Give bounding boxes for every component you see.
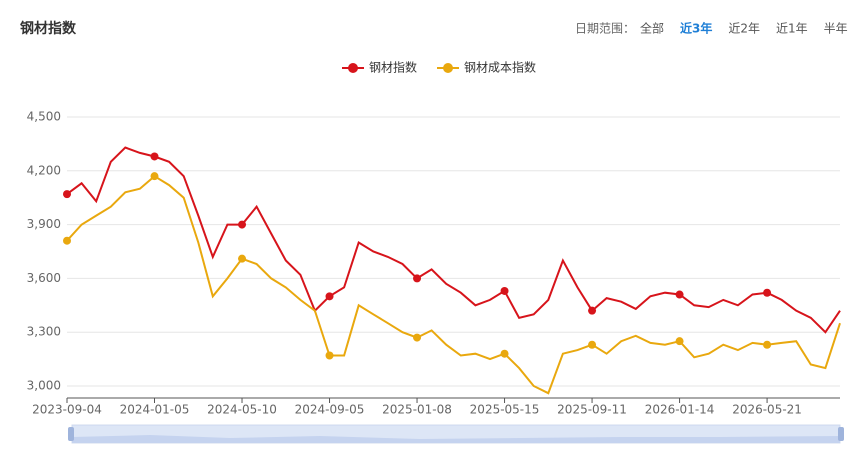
data-point[interactable]	[763, 288, 772, 297]
x-tick-label: 2025-05-15	[470, 403, 540, 417]
x-tick-label: 2023-09-04	[32, 403, 102, 417]
y-tick-label: 3,900	[27, 217, 61, 231]
data-point[interactable]	[588, 306, 597, 315]
data-point[interactable]	[63, 236, 71, 245]
data-point[interactable]	[150, 152, 159, 161]
y-tick-label: 3,000	[27, 378, 61, 392]
data-point[interactable]	[238, 254, 247, 263]
x-tick-label: 2024-01-05	[120, 403, 190, 417]
y-tick-label: 3,300	[27, 325, 61, 339]
data-zoom[interactable]	[68, 424, 844, 444]
data-point[interactable]	[763, 340, 772, 349]
range-option[interactable]: 全部	[640, 21, 664, 36]
data-point[interactable]	[413, 274, 422, 283]
data-point[interactable]	[150, 172, 159, 181]
data-point[interactable]	[588, 340, 597, 349]
data-point[interactable]	[413, 333, 422, 342]
range-label: 日期范围：	[575, 22, 635, 36]
legend-dot[interactable]	[348, 63, 358, 73]
legend-dot[interactable]	[443, 63, 454, 73]
data-point[interactable]	[675, 290, 684, 299]
data-point[interactable]	[325, 292, 334, 301]
legend-label[interactable]: 钢材指数	[369, 60, 417, 75]
data-point[interactable]	[325, 351, 334, 360]
x-tick-label: 2025-09-11	[557, 403, 627, 417]
range-option[interactable]: 近2年	[728, 22, 760, 36]
y-tick-label: 3,600	[27, 271, 61, 285]
page-title: 钢材指数	[20, 20, 77, 37]
x-tick-label: 2025-01-08	[382, 403, 452, 417]
zoom-preview	[72, 435, 840, 443]
zoom-handle[interactable]	[68, 427, 74, 441]
x-tick-label: 2024-09-05	[295, 403, 365, 417]
series-line	[66, 174, 841, 395]
data-point[interactable]	[500, 286, 509, 295]
legend-label[interactable]: 钢材成本指数	[464, 60, 536, 75]
zoom-handle[interactable]	[838, 427, 844, 441]
data-point[interactable]	[63, 190, 71, 199]
series-line	[66, 146, 841, 334]
data-point[interactable]	[238, 220, 247, 229]
x-tick-label: 2026-05-21	[732, 403, 802, 417]
y-tick-label: 4,200	[27, 163, 61, 177]
range-option[interactable]: 近1年	[776, 22, 808, 36]
range-option[interactable]: 近3年	[680, 21, 712, 36]
x-tick-label: 2026-01-14	[645, 403, 715, 417]
y-tick-label: 4,500	[27, 110, 61, 124]
data-point[interactable]	[675, 337, 684, 346]
range-option[interactable]: 半年	[824, 22, 848, 36]
x-tick-label: 2024-05-10	[207, 403, 277, 417]
data-point[interactable]	[500, 349, 509, 358]
